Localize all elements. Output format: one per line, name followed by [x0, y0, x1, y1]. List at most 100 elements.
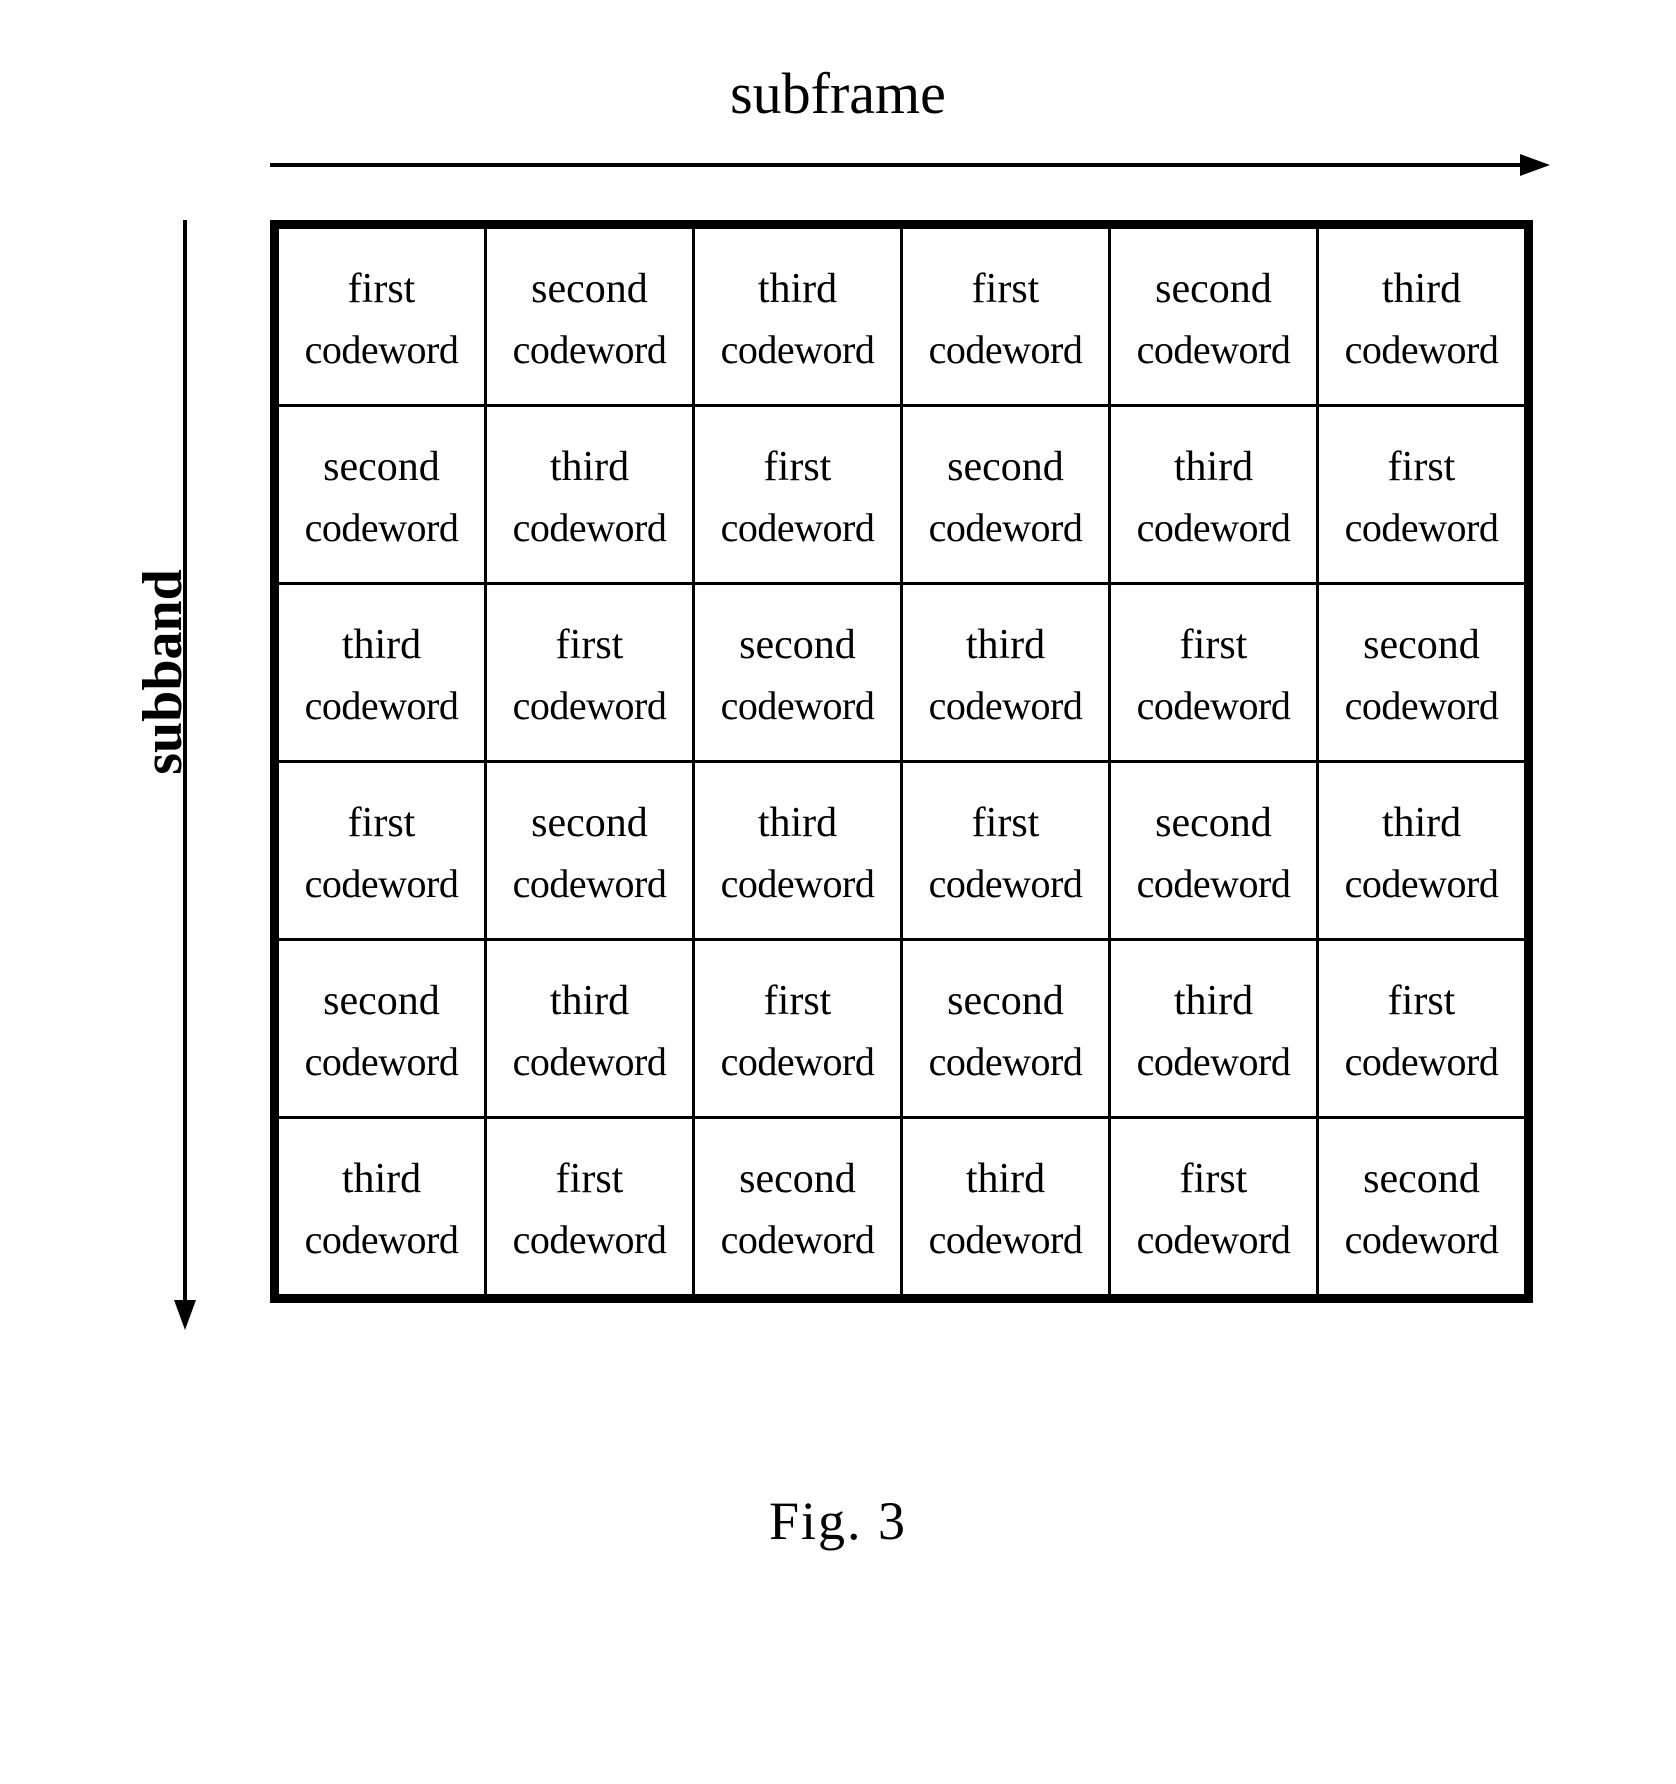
table-cell: second codeword: [1318, 584, 1526, 762]
table-row: firstcodewordsecondcodewordthirdcodeword…: [278, 228, 1526, 406]
cell-suffix: codeword: [903, 686, 1108, 726]
cell-ordinal: second: [1363, 624, 1480, 666]
cell-ordinal: second: [1155, 802, 1272, 844]
table-cell: second codeword: [694, 584, 902, 762]
table-cell: first codeword: [278, 762, 486, 940]
cell-suffix: codeword: [279, 686, 484, 726]
table-cell: third codeword: [486, 406, 694, 584]
table-cell: third codeword: [486, 940, 694, 1118]
table-cell: second codeword: [486, 762, 694, 940]
cell-ordinal: first: [1180, 1158, 1248, 1200]
cell-suffix: codeword: [695, 1042, 900, 1082]
cell-suffix: codeword: [279, 1220, 484, 1260]
cell-ordinal: second: [531, 802, 648, 844]
cell-suffix: codeword: [1319, 508, 1524, 548]
cell-suffix: codeword: [487, 330, 692, 370]
figure-caption: Fig. 3: [769, 1490, 907, 1552]
table-cell: second codeword: [902, 940, 1110, 1118]
cell-suffix: codeword: [1111, 1220, 1316, 1260]
cell-suffix: codeword: [903, 1220, 1108, 1260]
cell-suffix: codeword: [279, 330, 484, 370]
cell-ordinal: first: [1388, 980, 1456, 1022]
cell-ordinal: second: [947, 980, 1064, 1022]
table-cell: thirdcodeword: [278, 584, 486, 762]
cell-suffix: codeword: [487, 508, 692, 548]
table-cell: third codeword: [1318, 228, 1526, 406]
table-cell: firstcodeword: [1110, 584, 1318, 762]
cell-suffix: codeword: [279, 864, 484, 904]
table-cell: first codeword: [278, 228, 486, 406]
cell-suffix: codeword: [279, 508, 484, 548]
table-cell: first codeword: [486, 584, 694, 762]
table-cell: second codeword: [486, 228, 694, 406]
cell-ordinal: third: [550, 980, 629, 1022]
cell-ordinal: third: [1174, 980, 1253, 1022]
cell-suffix: codeword: [695, 330, 900, 370]
cell-ordinal: third: [1382, 268, 1461, 310]
table-cell: first codeword: [1318, 406, 1526, 584]
table-cell: second codeword: [1110, 762, 1318, 940]
cell-suffix: codeword: [1319, 1042, 1524, 1082]
cell-suffix: codeword: [903, 864, 1108, 904]
cell-suffix: codeword: [903, 330, 1108, 370]
cell-suffix: codeword: [1319, 1220, 1524, 1260]
table-cell: first codeword: [1110, 1118, 1318, 1296]
cell-ordinal: third: [550, 446, 629, 488]
table-row: second codeword third codeword first codeword…: [278, 406, 1526, 584]
cell-ordinal: second: [739, 624, 856, 666]
cell-ordinal: first: [1180, 624, 1248, 666]
cell-suffix: codeword: [903, 1042, 1108, 1082]
cell-ordinal: third: [966, 1158, 1045, 1200]
cell-ordinal: first: [972, 268, 1040, 310]
cell-ordinal: second: [1363, 1158, 1480, 1200]
cell-suffix: codeword: [1319, 864, 1524, 904]
table-cell: third codeword: [1110, 406, 1318, 584]
cell-ordinal: first: [764, 446, 832, 488]
cell-suffix: codeword: [487, 686, 692, 726]
table-cell: second codeword: [278, 406, 486, 584]
table-cell: second codeword: [278, 940, 486, 1118]
cell-ordinal: second: [323, 980, 440, 1022]
cell-suffix: codeword: [1111, 508, 1316, 548]
cell-suffix: codeword: [695, 686, 900, 726]
cell-ordinal: third: [966, 624, 1045, 666]
cell-ordinal: first: [556, 1158, 624, 1200]
codeword-grid: first codeword second codeword third codeword…: [270, 220, 1533, 1303]
cell-ordinal: third: [758, 802, 837, 844]
table-cell: second codeword: [1318, 1118, 1526, 1296]
table-row: first codeword second codeword third codeword…: [278, 762, 1526, 940]
subframe-arrow: [270, 150, 1550, 180]
cell-suffix: codeword: [487, 864, 692, 904]
axis-x-label: subframe: [730, 60, 946, 127]
table-cell: secondcodeword: [1110, 228, 1318, 406]
cell-suffix: codeword: [487, 1042, 692, 1082]
cell-ordinal: second: [739, 1158, 856, 1200]
cell-suffix: codeword: [1319, 330, 1524, 370]
cell-ordinal: third: [1174, 446, 1253, 488]
table-row: thirdcodewordfirstcodewordsecondcodeword…: [278, 584, 1526, 762]
cell-ordinal: first: [348, 802, 416, 844]
cell-ordinal: first: [1388, 446, 1456, 488]
cell-suffix: codeword: [1319, 686, 1524, 726]
cell-suffix: codeword: [1111, 1042, 1316, 1082]
cell-ordinal: third: [758, 268, 837, 310]
cell-ordinal: first: [556, 624, 624, 666]
table-cell: third codeword: [902, 1118, 1110, 1296]
table-cell: second codeword: [694, 1118, 902, 1296]
cell-ordinal: second: [323, 446, 440, 488]
cell-suffix: codeword: [903, 508, 1108, 548]
cell-suffix: codeword: [695, 1220, 900, 1260]
table-cell: first codeword: [1318, 940, 1526, 1118]
table-cell: third codeword: [902, 584, 1110, 762]
table-cell: thirdcodeword: [278, 1118, 486, 1296]
cell-suffix: codeword: [1111, 864, 1316, 904]
cell-suffix: codeword: [695, 508, 900, 548]
cell-suffix: codeword: [1111, 330, 1316, 370]
cell-ordinal: first: [348, 268, 416, 310]
diagram-container: subframe subband firstcodewordsecondcode…: [40, 40, 1636, 1744]
cell-suffix: codeword: [279, 1042, 484, 1082]
cell-ordinal: third: [1382, 802, 1461, 844]
table-cell: third codeword: [1110, 940, 1318, 1118]
table-row: thirdcodewordfirstcodewordsecondcodeword…: [278, 1118, 1526, 1296]
cell-ordinal: second: [531, 268, 648, 310]
